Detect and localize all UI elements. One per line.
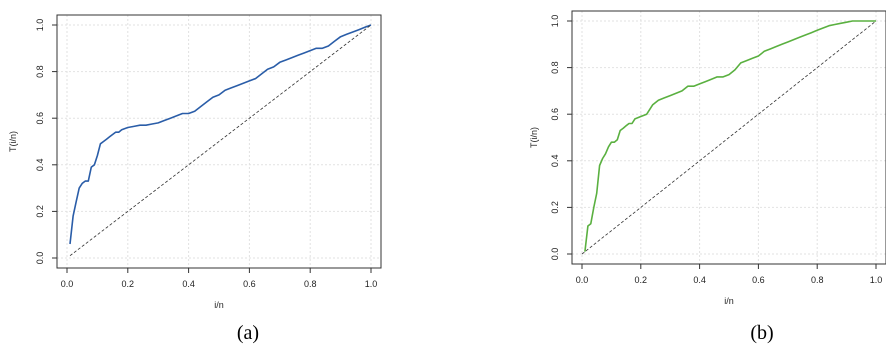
- chart-panel-b: 0.0 0.2 0.4 0.6 0.8 1.0 0.0 0.2 0.4 0.6 0.8 1.0 i/n T…: [529, 10, 886, 344]
- chart-b-x-tick-label-3: 0.6: [752, 275, 765, 285]
- chart-a-x-tick-label-4: 0.8: [304, 279, 317, 289]
- chart-b-x-tick-label-5: 1.0: [870, 275, 883, 285]
- chart-a-y-axis-label: T(i/n): [8, 131, 18, 152]
- chart-b-y-axis-label: T(i/n): [529, 127, 539, 148]
- chart-a-y-tick-label-3: 0.6: [35, 112, 45, 125]
- chart-a-x-tick-label-1: 0.2: [122, 279, 135, 289]
- chart-a-y-tick-label-1: 0.2: [35, 205, 45, 218]
- chart-a-data-line: [69, 24, 372, 245]
- chart-b-x-tick-label-4: 0.8: [811, 275, 824, 285]
- chart-b-y-tick-label-5: 1.0: [550, 15, 560, 28]
- chart-b-x-axis-label: i/n: [724, 296, 734, 306]
- chart-b-x-tick-label-0: 0.0: [576, 275, 589, 285]
- chart-b-caption: (b): [750, 322, 773, 344]
- chart-a-x-tick-label-5: 1.0: [365, 279, 378, 289]
- chart-b-data-line: [584, 20, 876, 252]
- chart-a-y-tick-label-4: 0.8: [35, 65, 45, 78]
- chart-a-x-tick-label-3: 0.6: [243, 279, 256, 289]
- chart-a-plot-frame: [56, 14, 382, 269]
- chart-b-x-tick-label-1: 0.2: [635, 275, 648, 285]
- chart-a-x-axis-label: i/n: [214, 300, 224, 310]
- chart-b-plot-frame: [571, 10, 886, 265]
- chart-b-y-tick-label-4: 0.8: [550, 61, 560, 74]
- chart-a-x-tick-label-2: 0.4: [182, 279, 195, 289]
- chart-a-y-tick-label-0: 0.0: [35, 252, 45, 265]
- chart-b-y-tick-label-1: 0.2: [550, 201, 560, 214]
- chart-a-x-tick-label-0: 0.0: [61, 279, 74, 289]
- chart-a-y-tick-label-5: 1.0: [35, 19, 45, 32]
- chart-b-diagonal-reference-line: [581, 20, 877, 255]
- chart-b-y-tick-label-2: 0.4: [550, 155, 560, 168]
- chart-b-y-tick-label-0: 0.0: [550, 248, 560, 261]
- chart-panel-a: 0.0 0.2 0.4 0.6 0.8 1.0 0.0 0.2 0.4 0.6 0.8 1.0 i/n T…: [8, 14, 382, 344]
- chart-b-y-tick-label-3: 0.6: [550, 108, 560, 121]
- chart-a-diagonal-reference-line: [69, 24, 372, 257]
- chart-a-y-tick-label-2: 0.4: [35, 159, 45, 172]
- chart-b-x-tick-label-2: 0.4: [693, 275, 706, 285]
- chart-a-caption: (a): [237, 322, 259, 344]
